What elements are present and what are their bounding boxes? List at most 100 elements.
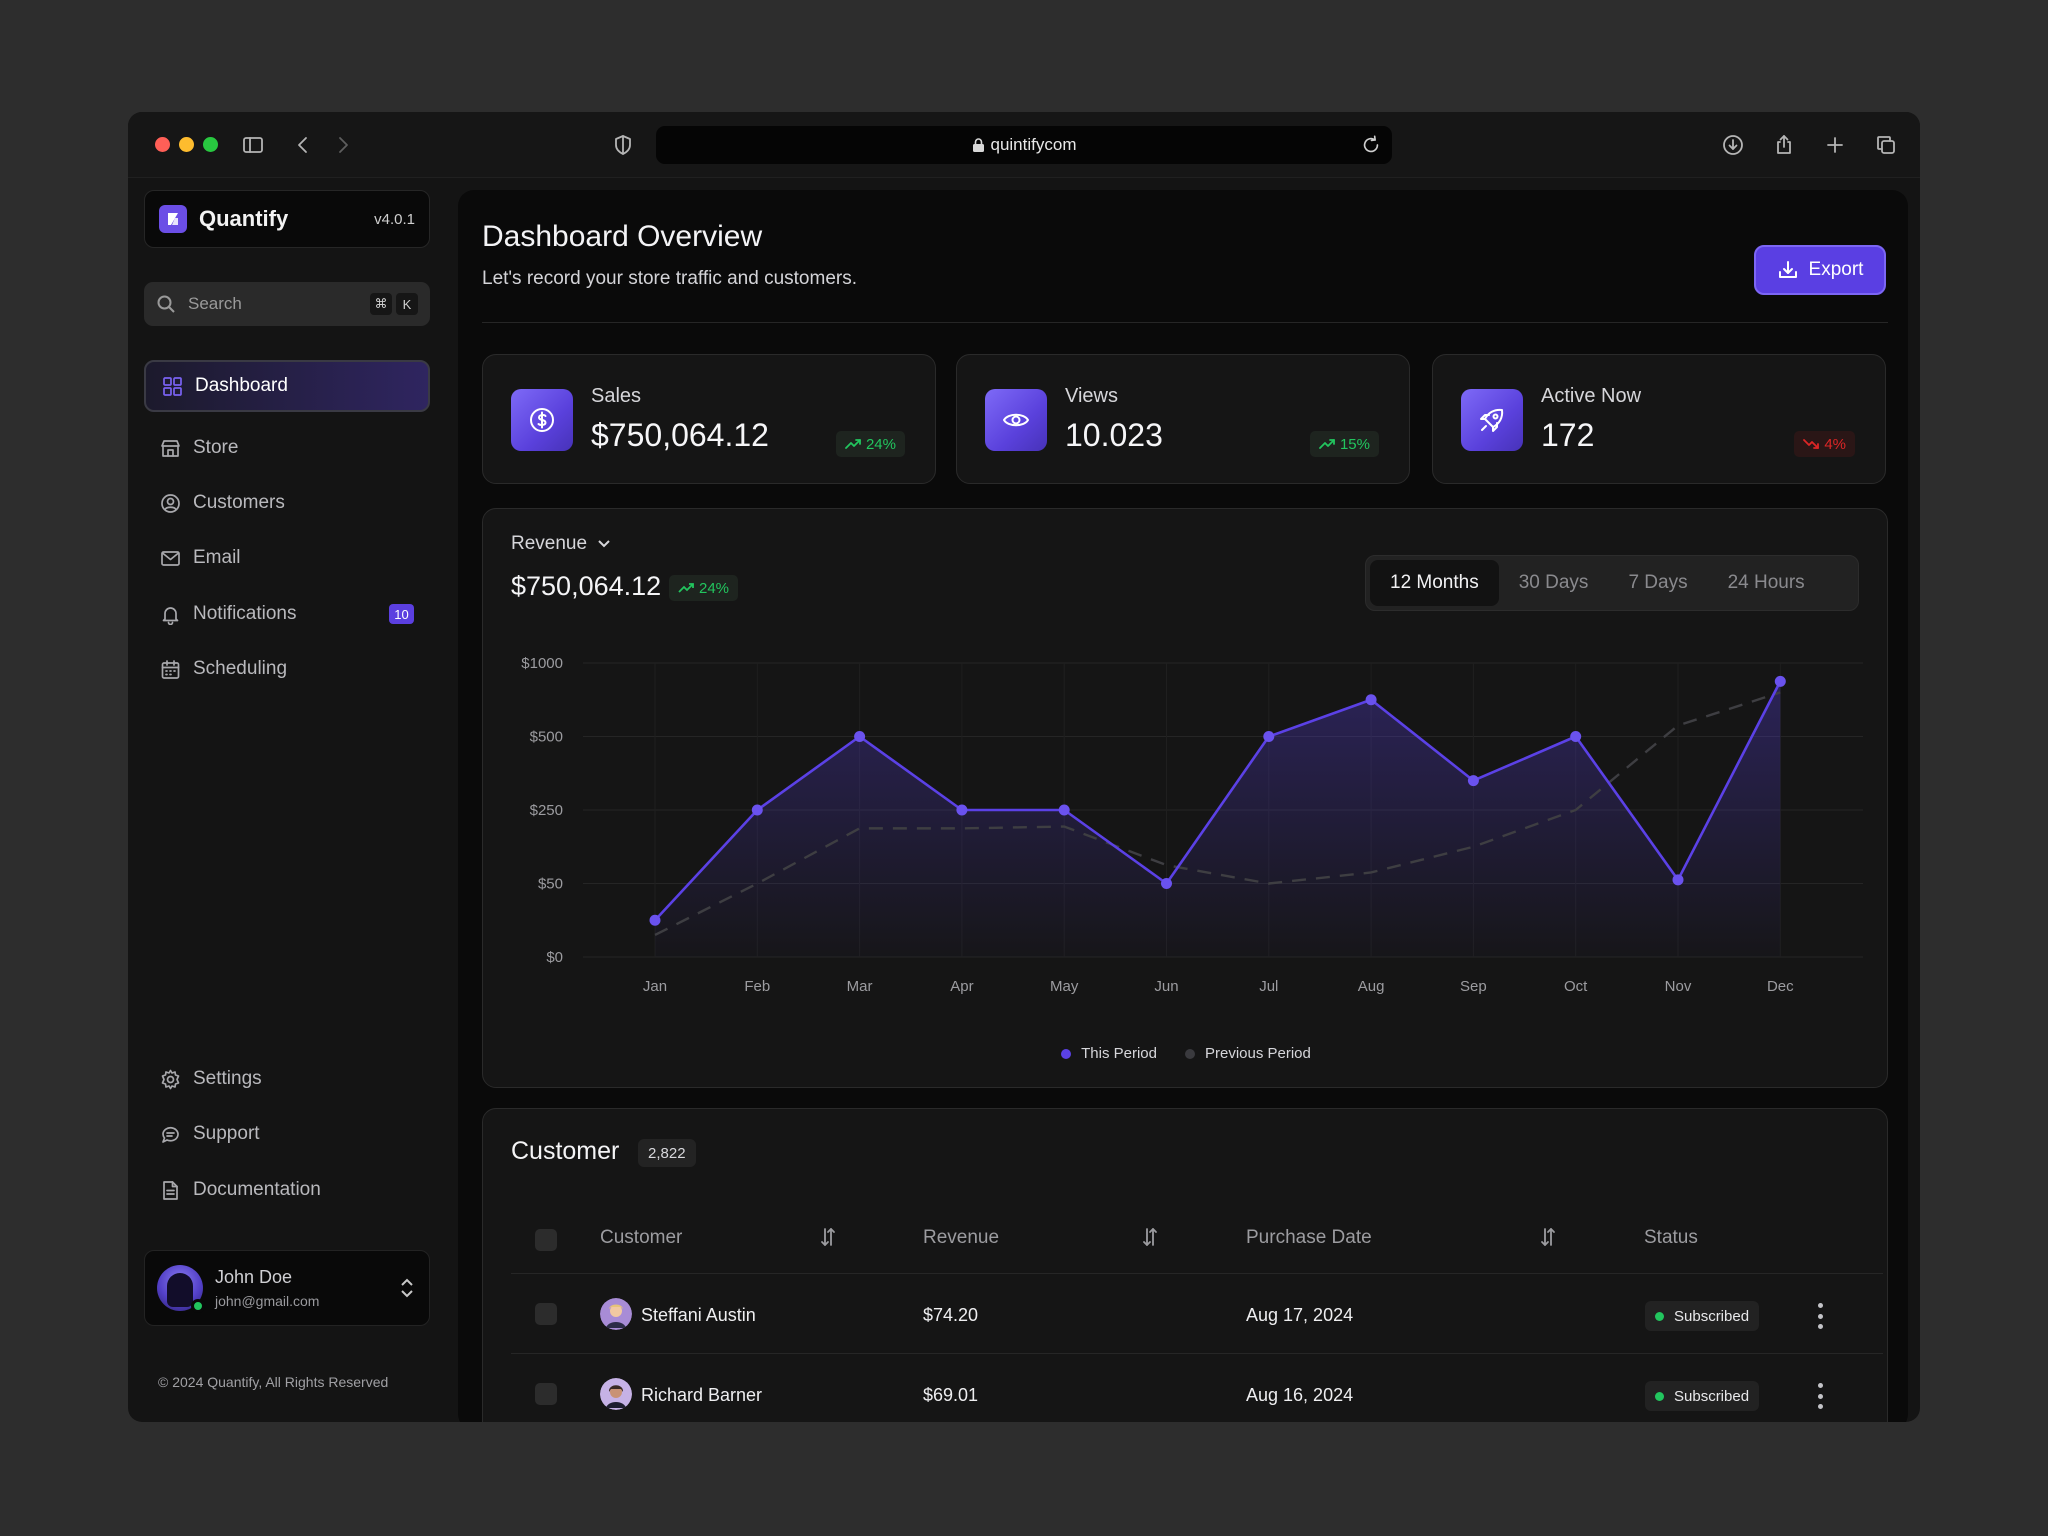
- y-tick-label: $50: [538, 876, 563, 893]
- more-options-icon[interactable]: [1816, 1383, 1824, 1409]
- minimize-window-button[interactable]: [179, 137, 194, 152]
- back-icon[interactable]: [288, 130, 318, 160]
- sidebar-item-label: Store: [193, 437, 239, 458]
- main-content: Dashboard Overview Let's record your sto…: [458, 190, 1908, 1422]
- brand-header[interactable]: Quantify v4.0.1: [144, 190, 430, 248]
- more-options-icon[interactable]: [1816, 1303, 1824, 1329]
- bell-icon: [162, 606, 179, 625]
- sidebar-item-scheduling[interactable]: Scheduling: [144, 643, 430, 695]
- sidebar-item-label: Scheduling: [193, 658, 288, 679]
- sidebar-item-email[interactable]: Email: [144, 532, 430, 584]
- stat-value: 10.023: [1065, 417, 1163, 453]
- document-icon: [163, 1180, 178, 1200]
- revenue-card: Revenue $750,064.12 24% 12 Months 30 Day…: [482, 508, 1888, 1088]
- sidebar-item-store[interactable]: Store: [144, 422, 430, 474]
- shield-icon[interactable]: [608, 130, 638, 160]
- row-checkbox[interactable]: [535, 1303, 557, 1325]
- sort-icon[interactable]: [819, 1225, 837, 1249]
- maximize-window-button[interactable]: [203, 137, 218, 152]
- url-text: quintifycom: [990, 135, 1077, 154]
- copyright-text: © 2024 Quantify, All Rights Reserved: [158, 1374, 389, 1390]
- purchase-date: Aug 16, 2024: [1246, 1385, 1354, 1405]
- sidebar-item-label: Support: [193, 1123, 260, 1144]
- this-period-area: [655, 681, 1781, 957]
- sidebar-item-settings[interactable]: Settings: [144, 1053, 430, 1105]
- download-icon[interactable]: [1718, 130, 1748, 160]
- sidebar-item-customers[interactable]: Customers: [144, 477, 430, 529]
- sidebar-item-notifications[interactable]: Notifications 10: [144, 588, 430, 640]
- export-label: Export: [1808, 259, 1864, 280]
- forward-icon[interactable]: [328, 130, 358, 160]
- x-tick-label: Aug: [1358, 978, 1385, 995]
- version-label: v4.0.1: [374, 210, 415, 228]
- new-tab-icon[interactable]: [1820, 130, 1850, 160]
- this-period-point: [854, 731, 866, 742]
- tabs-overview-icon[interactable]: [1871, 130, 1901, 160]
- x-tick-label: Mar: [847, 978, 873, 995]
- sort-icon[interactable]: [1539, 1225, 1557, 1249]
- user-profile-switcher[interactable]: John Doe john@gmail.com: [144, 1250, 430, 1326]
- x-tick-label: Nov: [1665, 978, 1692, 995]
- select-all-checkbox[interactable]: [535, 1229, 557, 1251]
- trend-up-icon: [1319, 439, 1335, 449]
- stat-card-views: Views 10.023 15%: [956, 354, 1410, 484]
- column-header-customer[interactable]: Customer: [600, 1227, 683, 1248]
- mail-icon: [161, 550, 180, 566]
- this-period-point: [649, 914, 661, 926]
- column-header-purchase-date[interactable]: Purchase Date: [1246, 1227, 1372, 1248]
- avatar: [157, 1265, 205, 1313]
- legend-dot: [1184, 1048, 1195, 1059]
- stat-label: Sales: [591, 385, 642, 407]
- sidebar-toggle-icon[interactable]: [238, 130, 268, 160]
- share-icon[interactable]: [1769, 130, 1799, 160]
- user-name: John Doe: [215, 1267, 293, 1287]
- lock-icon: [972, 137, 984, 152]
- stat-value: $750,064.12: [591, 417, 769, 453]
- export-button[interactable]: Export: [1754, 245, 1886, 295]
- search-input[interactable]: Search ⌘ K: [144, 282, 430, 326]
- tab-24-hours[interactable]: 24 Hours: [1727, 572, 1805, 593]
- tab-30-days[interactable]: 30 Days: [1518, 572, 1589, 593]
- revenue-label: Revenue: [511, 533, 588, 554]
- sidebar-item-label: Dashboard: [195, 375, 288, 396]
- gear-icon: [161, 1069, 180, 1089]
- tab-12-months[interactable]: 12 Months: [1370, 560, 1499, 606]
- reload-icon[interactable]: [1360, 134, 1382, 156]
- legend-label: This Period: [1081, 1045, 1157, 1062]
- address-bar[interactable]: quintifycom: [656, 126, 1392, 164]
- this-period-point: [1365, 694, 1377, 706]
- legend-label: Previous Period: [1204, 1045, 1311, 1062]
- close-window-button[interactable]: [155, 137, 170, 152]
- trend-value: 24%: [865, 435, 896, 453]
- y-tick-label: $0: [546, 949, 563, 966]
- this-period-point: [1467, 775, 1479, 787]
- grid-icon: [163, 376, 182, 396]
- sort-icon[interactable]: [1141, 1225, 1159, 1249]
- y-tick-label: $250: [530, 802, 563, 819]
- notification-count-badge: 10: [389, 604, 414, 624]
- customer-avatar: [600, 1378, 632, 1410]
- sidebar-item-documentation[interactable]: Documentation: [144, 1164, 430, 1216]
- trend-value: 24%: [699, 579, 730, 597]
- quantify-logo-icon: [159, 205, 187, 233]
- header-divider: [482, 322, 1888, 323]
- sidebar-item-label: Settings: [193, 1068, 262, 1089]
- this-period-point: [1263, 731, 1275, 742]
- stat-label: Active Now: [1541, 385, 1642, 407]
- column-header-revenue[interactable]: Revenue: [923, 1227, 1000, 1248]
- x-tick-label: Feb: [744, 978, 770, 995]
- legend-dot: [1061, 1048, 1072, 1059]
- customer-name: Richard Barner: [641, 1385, 763, 1405]
- trend-badge: 24%: [835, 431, 905, 457]
- sidebar-item-support[interactable]: Support: [144, 1108, 430, 1160]
- stat-value: 172: [1541, 417, 1595, 453]
- x-tick-label: Sep: [1460, 978, 1487, 995]
- revenue-dropdown[interactable]: Revenue: [511, 533, 611, 555]
- row-checkbox[interactable]: [535, 1383, 557, 1405]
- status-label: Subscribed: [1674, 1387, 1750, 1405]
- tab-7-days[interactable]: 7 Days: [1628, 572, 1688, 593]
- row-divider: [511, 1273, 1883, 1274]
- eye-icon: [985, 389, 1047, 451]
- rocket-icon: [1461, 389, 1523, 451]
- sidebar-item-dashboard[interactable]: Dashboard: [144, 360, 430, 412]
